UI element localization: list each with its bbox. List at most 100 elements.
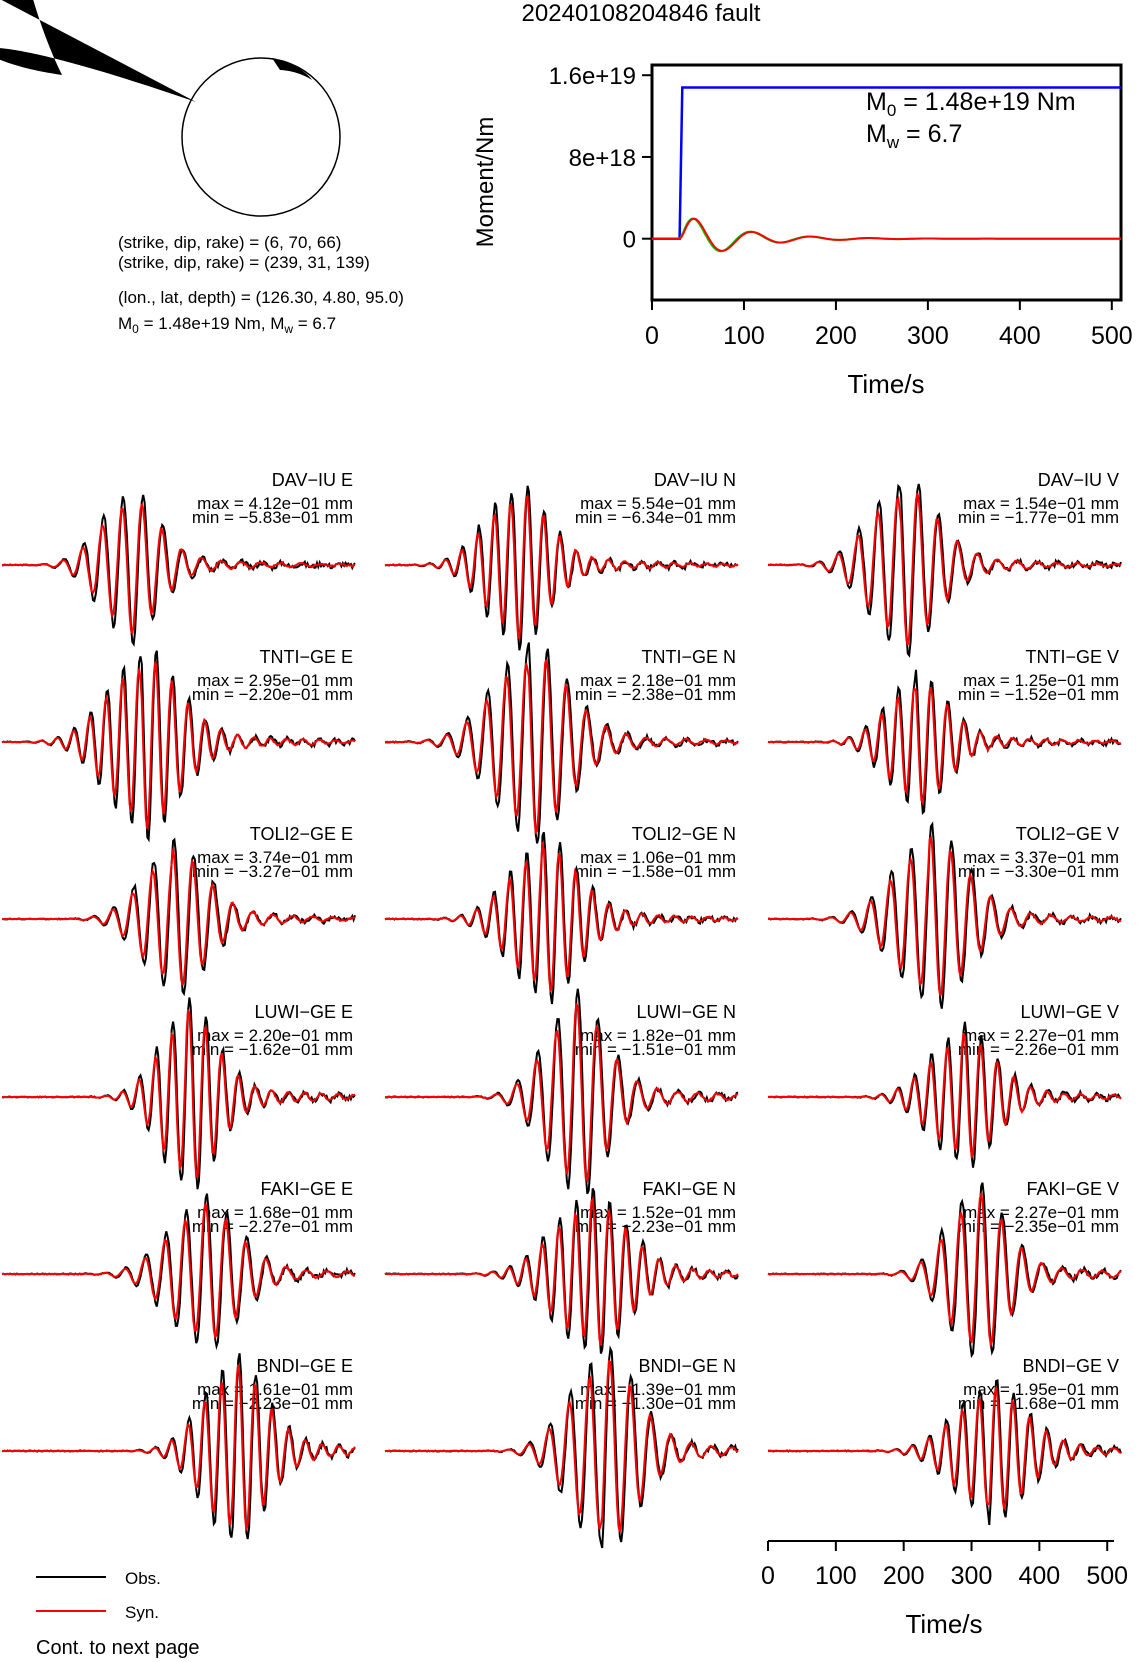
compressional-wedge [272, 58, 312, 80]
station-label: TNTI−GE V [1025, 647, 1119, 667]
time-axis-tick-label: 400 [1019, 1562, 1061, 1590]
synthetic-trace [768, 834, 1122, 997]
synthetic-trace [767, 1192, 1122, 1348]
figure-title: 20240108204846 fault [522, 0, 761, 27]
synthetic-trace [767, 493, 1122, 646]
min-amplitude-label: min = −3.27e−01 mm [192, 862, 353, 881]
synthetic-trace [768, 1032, 1122, 1160]
stf-frame [650, 63, 1123, 302]
max-amplitude-label: max = 2.20e−01 mm [197, 1026, 353, 1045]
nodal-plane-2: (strike, dip, rake) = (239, 31, 139) [118, 253, 370, 272]
stf-moment-rate-red [652, 217, 1121, 252]
min-amplitude-label: min = −2.27e−01 mm [192, 1217, 353, 1236]
max-amplitude-label: max = 1.39e−01 mm [580, 1380, 736, 1399]
synthetic-trace [1, 1364, 356, 1531]
max-amplitude-label: max = 3.37e−01 mm [963, 848, 1119, 867]
station-label: TOLI2−GE V [1016, 824, 1119, 844]
stf-x-tick-label: 300 [907, 322, 949, 350]
synthetic-trace [384, 659, 739, 835]
min-amplitude-label: min = −1.52e−01 mm [958, 685, 1119, 704]
max-amplitude-label: max = 3.74e−01 mm [197, 848, 353, 867]
max-amplitude-label: max = 1.25e−01 mm [963, 671, 1119, 690]
station-label: FAKI−GE N [642, 1179, 736, 1199]
station-label: BNDI−GE N [638, 1356, 736, 1376]
station-label: TNTI−GE N [641, 647, 736, 667]
synthetic-trace [1, 503, 356, 635]
synthetic-trace [768, 1386, 1122, 1510]
compressional-quadrant [0, 0, 196, 102]
synthetic-trace [1, 1203, 355, 1340]
time-axis-tick-label: 200 [883, 1562, 925, 1590]
min-amplitude-label: min = −2.20e−01 mm [192, 685, 353, 704]
stf-ticks: 1.6e+19 8e+18 0 0 100 200 300 400 500 [549, 63, 1133, 350]
station-label: TNTI−GE E [259, 647, 353, 667]
station-label: BNDI−GE E [256, 1356, 353, 1376]
synthetic-trace [767, 686, 1122, 807]
min-amplitude-label: min = −2.26e−01 mm [958, 1040, 1119, 1059]
mechanism-info: (strike, dip, rake) = (6, 70, 66) (strik… [118, 233, 404, 336]
stf-x-axis-label: Time/s [847, 369, 924, 399]
time-axis-tick-label: 500 [1086, 1562, 1128, 1590]
station-label: FAKI−GE V [1026, 1179, 1119, 1199]
station-label: DAV−IU N [654, 470, 736, 490]
stf-x-tick-label: 500 [1091, 322, 1133, 350]
legend: Obs. Syn. Cont. to next page [36, 1569, 199, 1659]
station-label: LUWI−GE V [1020, 1002, 1119, 1022]
station-label: TOLI2−GE N [632, 824, 736, 844]
station-label: BNDI−GE V [1022, 1356, 1119, 1376]
max-amplitude-label: max = 1.82e−01 mm [580, 1026, 736, 1045]
synthetic-trace [2, 1007, 356, 1178]
min-amplitude-label: min = −3.30e−01 mm [958, 862, 1119, 881]
stf-m0-annotation: M0 = 1.48e+19 Nm [866, 88, 1076, 120]
min-amplitude-label: min = −2.38e−01 mm [575, 685, 736, 704]
observed-trace [384, 1345, 739, 1549]
min-amplitude-label: min = −1.30e−01 mm [575, 1394, 736, 1413]
moment-magnitude-text: M0 = 1.48e+19 Nm, Mw = 6.7 [118, 314, 336, 336]
stf-x-tick-label: 200 [815, 322, 857, 350]
synthetic-trace [384, 1195, 739, 1346]
stf-moment-rate-green [652, 217, 1121, 253]
synthetic-trace [2, 848, 356, 986]
station-label: TOLI2−GE E [250, 824, 353, 844]
stf-curves [652, 86, 1121, 253]
min-amplitude-label: min = −6.34e−01 mm [575, 508, 736, 527]
max-amplitude-label: max = 1.54e−01 mm [963, 494, 1119, 513]
min-amplitude-label: min = −1.77e−01 mm [958, 508, 1119, 527]
min-amplitude-label: min = −5.83e−01 mm [192, 508, 353, 527]
continuation-note: Cont. to next page [36, 1637, 199, 1659]
max-amplitude-label: max = 1.06e−01 mm [580, 848, 736, 867]
stf-x-tick-label: 0 [645, 322, 659, 350]
min-amplitude-label: min = −2.35e−01 mm [958, 1217, 1119, 1236]
stf-x-tick-label: 400 [999, 322, 1041, 350]
focal-mechanism-beachball [0, 0, 341, 217]
synthetic-trace [384, 495, 739, 642]
max-amplitude-label: max = 1.52e−01 mm [580, 1203, 736, 1222]
nodal-plane-1: (strike, dip, rake) = (6, 70, 66) [118, 233, 341, 252]
source-location: (lon., lat, depth) = (126.30, 4.80, 95.0… [118, 288, 404, 307]
station-label: FAKI−GE E [260, 1179, 353, 1199]
station-label: LUWI−GE E [254, 1002, 353, 1022]
time-axis-tick-label: 300 [951, 1562, 993, 1590]
stf-y-tick-label: 0 [623, 227, 636, 254]
stf-y-tick-label: 1.6e+19 [549, 63, 636, 90]
waveform-time-axis: 0 100 200 300 400 500 [761, 1540, 1128, 1590]
station-label: DAV−IU V [1038, 470, 1119, 490]
time-axis-tick-label: 0 [761, 1562, 775, 1590]
stf-y-axis-label: Moment/Nm [472, 117, 499, 248]
